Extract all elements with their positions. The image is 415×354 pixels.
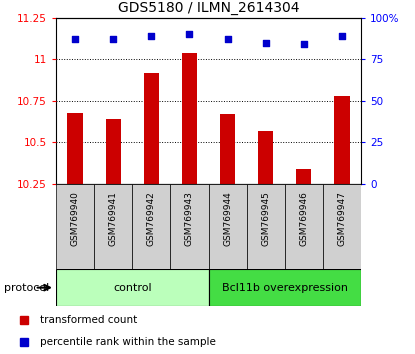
Text: GSM769946: GSM769946 bbox=[299, 191, 308, 246]
Bar bbox=[68, 113, 83, 354]
Text: GSM769942: GSM769942 bbox=[147, 191, 156, 246]
Text: GSM769940: GSM769940 bbox=[71, 191, 80, 246]
Bar bbox=[209, 184, 247, 269]
Bar bbox=[171, 184, 209, 269]
Text: percentile rank within the sample: percentile rank within the sample bbox=[40, 337, 216, 347]
Point bbox=[110, 36, 117, 42]
Text: Bcl11b overexpression: Bcl11b overexpression bbox=[222, 282, 348, 293]
Point bbox=[224, 36, 231, 42]
Title: GDS5180 / ILMN_2614304: GDS5180 / ILMN_2614304 bbox=[118, 1, 299, 15]
Text: GSM769947: GSM769947 bbox=[337, 191, 347, 246]
Bar bbox=[132, 184, 171, 269]
Bar bbox=[247, 184, 285, 269]
Bar bbox=[56, 184, 94, 269]
Point bbox=[186, 32, 193, 37]
Point bbox=[339, 33, 345, 39]
Bar bbox=[285, 184, 323, 269]
Text: transformed count: transformed count bbox=[40, 315, 137, 325]
Bar bbox=[144, 73, 159, 354]
Text: GSM769941: GSM769941 bbox=[109, 191, 118, 246]
Bar bbox=[334, 96, 349, 354]
Bar bbox=[220, 114, 235, 354]
Bar bbox=[94, 184, 132, 269]
Bar bbox=[209, 269, 361, 306]
Bar bbox=[323, 184, 361, 269]
Bar bbox=[105, 119, 121, 354]
Point bbox=[148, 33, 155, 39]
Bar bbox=[56, 269, 209, 306]
Text: GSM769945: GSM769945 bbox=[261, 191, 270, 246]
Bar bbox=[296, 169, 312, 354]
Point bbox=[300, 41, 307, 47]
Bar bbox=[182, 53, 197, 354]
Text: GSM769943: GSM769943 bbox=[185, 191, 194, 246]
Text: GSM769944: GSM769944 bbox=[223, 191, 232, 246]
Point bbox=[72, 36, 78, 42]
Text: protocol: protocol bbox=[4, 282, 49, 293]
Point bbox=[262, 40, 269, 46]
Bar bbox=[258, 131, 273, 354]
Text: control: control bbox=[113, 282, 151, 293]
